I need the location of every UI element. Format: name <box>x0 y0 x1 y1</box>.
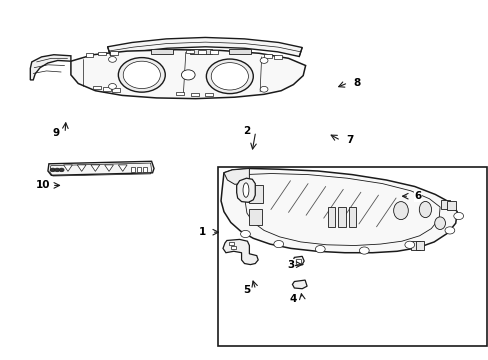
Text: 7: 7 <box>345 135 353 145</box>
Bar <box>228 242 233 245</box>
Text: 6: 6 <box>414 191 421 201</box>
Bar <box>198 50 205 54</box>
Polygon shape <box>48 161 154 175</box>
Bar <box>273 55 281 59</box>
Ellipse shape <box>355 185 362 188</box>
Bar <box>410 241 419 250</box>
Circle shape <box>206 59 253 94</box>
Circle shape <box>359 247 368 254</box>
Polygon shape <box>236 178 255 202</box>
Bar <box>447 201 455 210</box>
Circle shape <box>50 168 55 172</box>
Bar <box>230 246 235 249</box>
Polygon shape <box>326 179 375 192</box>
Circle shape <box>315 246 325 253</box>
Polygon shape <box>118 165 127 171</box>
Text: 3: 3 <box>287 260 294 270</box>
Circle shape <box>108 84 116 89</box>
Ellipse shape <box>366 185 372 188</box>
Text: 8: 8 <box>353 78 360 88</box>
Bar <box>151 49 172 54</box>
Circle shape <box>240 184 250 192</box>
Bar <box>415 241 424 250</box>
Bar <box>98 52 105 55</box>
Bar <box>249 185 263 203</box>
Circle shape <box>108 57 116 62</box>
Bar <box>229 49 250 54</box>
Polygon shape <box>221 168 456 253</box>
Circle shape <box>260 86 267 92</box>
Circle shape <box>273 240 283 248</box>
Polygon shape <box>30 55 71 80</box>
Bar <box>110 51 118 55</box>
Circle shape <box>59 168 64 172</box>
Polygon shape <box>77 165 86 171</box>
Polygon shape <box>104 165 113 171</box>
Circle shape <box>404 241 414 248</box>
Circle shape <box>453 212 463 220</box>
Circle shape <box>240 230 250 238</box>
Bar <box>338 207 345 227</box>
Bar <box>131 167 135 172</box>
Bar <box>112 88 120 92</box>
Ellipse shape <box>434 217 445 230</box>
Bar <box>176 92 183 95</box>
Circle shape <box>181 70 195 80</box>
Bar <box>295 259 300 264</box>
Circle shape <box>55 168 60 172</box>
Circle shape <box>444 227 454 234</box>
Polygon shape <box>91 165 100 171</box>
Bar <box>327 207 334 227</box>
Polygon shape <box>71 50 305 99</box>
Bar <box>142 167 146 172</box>
Text: 10: 10 <box>36 180 50 190</box>
Bar <box>190 49 211 54</box>
Text: 4: 4 <box>289 294 297 304</box>
Ellipse shape <box>333 185 340 188</box>
Ellipse shape <box>418 202 431 217</box>
Circle shape <box>260 58 267 63</box>
Bar <box>185 50 193 53</box>
Bar <box>93 86 101 89</box>
Polygon shape <box>223 239 258 265</box>
Ellipse shape <box>344 185 351 188</box>
Polygon shape <box>292 256 304 266</box>
Bar <box>102 87 110 91</box>
Polygon shape <box>224 168 249 184</box>
Text: 2: 2 <box>243 126 250 136</box>
Bar <box>264 54 271 58</box>
Text: 9: 9 <box>53 128 60 138</box>
Polygon shape <box>292 280 306 289</box>
Circle shape <box>118 58 165 92</box>
Bar <box>205 93 213 96</box>
Circle shape <box>211 63 248 90</box>
Ellipse shape <box>243 183 248 197</box>
Bar <box>217 167 486 346</box>
Circle shape <box>123 61 160 89</box>
Bar <box>249 209 261 225</box>
Ellipse shape <box>393 202 407 220</box>
Bar <box>85 53 93 57</box>
Text: 5: 5 <box>243 285 250 295</box>
Polygon shape <box>107 37 302 57</box>
Bar <box>190 93 198 96</box>
Bar <box>137 167 141 172</box>
Bar <box>210 50 218 54</box>
Polygon shape <box>63 165 72 171</box>
Text: 1: 1 <box>199 227 206 237</box>
Bar <box>348 207 356 227</box>
Bar <box>440 200 449 209</box>
